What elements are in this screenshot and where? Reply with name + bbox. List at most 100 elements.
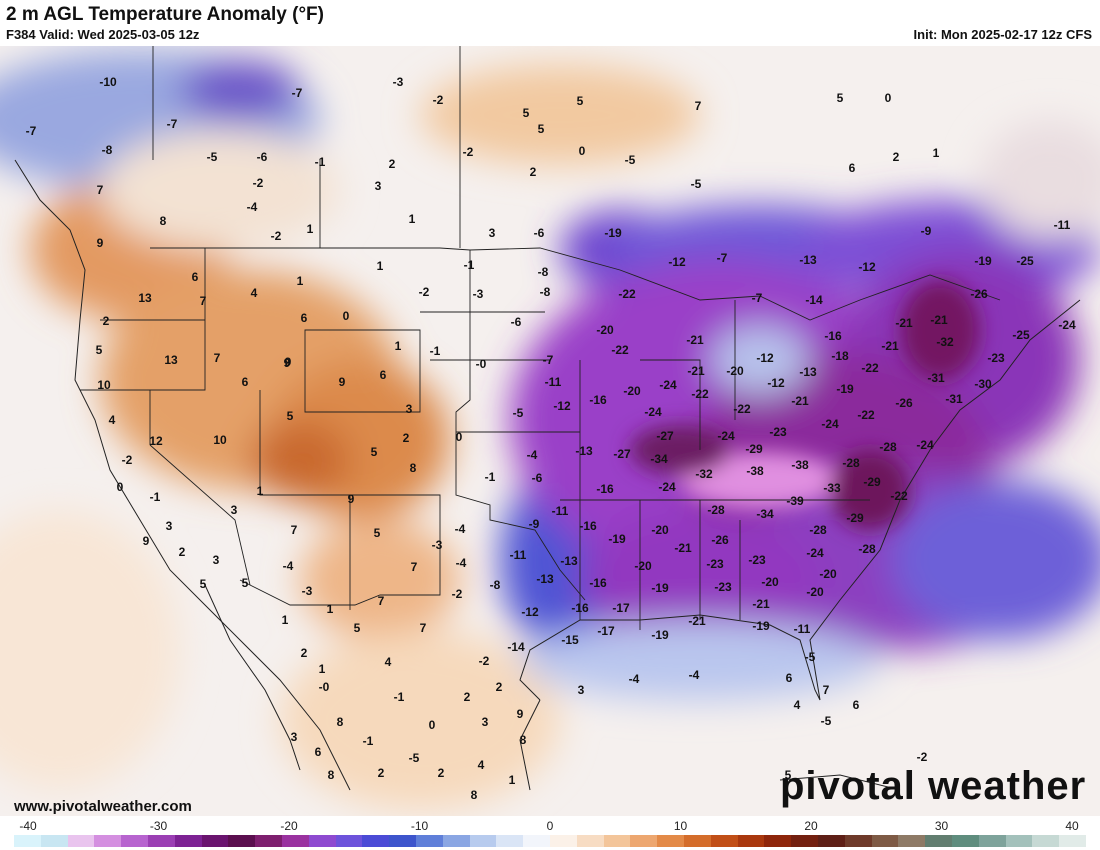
- anomaly-value-label: 8: [471, 788, 478, 802]
- color-scale-swatch: [1005, 835, 1033, 847]
- anomaly-value-label: -19: [836, 382, 854, 396]
- website-url[interactable]: www.pivotalweather.com: [14, 798, 192, 815]
- color-scale-swatch: [121, 835, 149, 847]
- anomaly-value-label: -19: [651, 581, 669, 595]
- map-canvas: -10-7 -7-7-8 -5 -6-2-4-2 1-1-3-22313-225550-…: [0, 46, 1100, 816]
- color-scale-swatch: [67, 835, 95, 847]
- anomaly-value-label: 1: [509, 773, 516, 787]
- anomaly-value-label: -31: [927, 371, 945, 385]
- color-scale-tick-label: 20: [804, 819, 818, 833]
- anomaly-value-label: 1: [395, 339, 402, 353]
- anomaly-value-label: 7: [97, 183, 104, 197]
- map-title: 2 m AGL Temperature Anomaly (°F): [6, 4, 324, 25]
- anomaly-value-label: -12: [521, 605, 539, 619]
- color-scale-swatch: [362, 835, 390, 847]
- anomaly-value-label: -2: [419, 285, 430, 299]
- anomaly-value-label: -6: [511, 315, 522, 329]
- anomaly-value-label: 1: [377, 259, 384, 273]
- anomaly-value-label: -5: [691, 177, 702, 191]
- anomaly-value-label: -25: [1016, 254, 1034, 268]
- color-scale-tick-label: -10: [410, 819, 429, 833]
- anomaly-value-label: -21: [687, 364, 705, 378]
- anomaly-value-label: 2: [389, 157, 396, 171]
- anomaly-value-label: -5: [821, 714, 832, 728]
- color-scale-swatch: [94, 835, 122, 847]
- color-scale-tick-label: 30: [934, 819, 949, 833]
- anomaly-value-label: -8: [540, 285, 551, 299]
- anomaly-value-label: -21: [752, 597, 770, 611]
- color-scale-swatch: [255, 835, 283, 847]
- anomaly-value-label: -20: [634, 559, 652, 573]
- anomaly-value-label: -24: [644, 405, 662, 419]
- anomaly-value-label: 9: [97, 236, 104, 250]
- anomaly-value-label: 6: [242, 375, 249, 389]
- anomaly-value-label: -28: [842, 456, 860, 470]
- anomaly-value-label: 9: [348, 492, 355, 506]
- anomaly-value-label: -11: [545, 375, 562, 389]
- color-scale-swatch: [791, 835, 819, 847]
- anomaly-value-labels: -10-7 -7-7-8 -5 -6-2-4-2 1-1-3-22313-225550-…: [26, 75, 1076, 802]
- anomaly-value-label: 1: [257, 484, 264, 498]
- anomaly-value-label: -24: [821, 417, 839, 431]
- anomaly-value-label: 3: [291, 730, 298, 744]
- color-scale-swatch: [469, 835, 497, 847]
- anomaly-value-label: -20: [623, 384, 641, 398]
- anomaly-value-label: -27: [613, 447, 631, 461]
- anomaly-value-label: -34: [650, 452, 668, 466]
- anomaly-value-label: 9: [143, 534, 150, 548]
- anomaly-value-label: 7: [291, 523, 298, 537]
- coastlines: [14, 159, 1081, 791]
- anomaly-value-label: -26: [970, 287, 988, 301]
- anomaly-value-label: -1: [430, 344, 441, 358]
- anomaly-value-label: -4: [456, 556, 467, 570]
- color-scale-swatch: [630, 835, 658, 847]
- anomaly-value-label: -19: [752, 619, 770, 633]
- anomaly-shading: [0, 50, 1100, 810]
- anomaly-value-label: 5: [96, 343, 103, 357]
- anomaly-value-label: -2: [253, 176, 264, 190]
- anomaly-value-label: 3: [489, 226, 496, 240]
- anomaly-value-label: -11: [794, 622, 811, 636]
- anomaly-value-label: 12: [149, 434, 163, 448]
- anomaly-value-label: -16: [589, 393, 607, 407]
- anomaly-value-label: -13: [799, 253, 817, 267]
- anomaly-value-label: -5: [409, 751, 420, 765]
- anomaly-value-label: 4: [385, 655, 392, 669]
- color-scale-tick-label: 10: [673, 819, 688, 833]
- anomaly-value-label: -23: [748, 553, 766, 567]
- anomaly-value-label: -5: [207, 150, 218, 164]
- anomaly-value-label: -19: [608, 532, 626, 546]
- anomaly-value-label: -16: [596, 482, 614, 496]
- color-scale-swatch: [496, 835, 524, 847]
- anomaly-value-label: -21: [895, 316, 913, 330]
- anomaly-value-label: -13: [536, 572, 554, 586]
- anomaly-value-label: 0: [579, 144, 586, 158]
- anomaly-value-label: 7: [378, 594, 385, 608]
- anomaly-value-label: -3: [302, 584, 313, 598]
- anomaly-value-label: -23: [987, 351, 1005, 365]
- color-scale-swatch: [764, 835, 792, 847]
- anomaly-value-label: 2: [103, 314, 110, 328]
- anomaly-value-label: -22: [890, 489, 908, 503]
- anomaly-value-label: 5: [785, 768, 792, 782]
- anomaly-value-label: -1: [394, 690, 405, 704]
- anomaly-value-label: 5: [354, 621, 361, 635]
- color-scale-swatch: [844, 835, 873, 847]
- color-scale-swatch: [550, 835, 578, 847]
- anomaly-value-label: -20: [819, 567, 837, 581]
- anomaly-value-label: -8: [490, 578, 501, 592]
- color-scale-tick-label: -20: [280, 819, 298, 833]
- anomaly-value-label: -7: [167, 117, 178, 131]
- anomaly-value-label: 2: [179, 545, 186, 559]
- anomaly-value-label: 2: [438, 766, 445, 780]
- color-scale-swatch: [308, 835, 337, 847]
- anomaly-value-label: -14: [805, 293, 823, 307]
- anomaly-value-label: -5: [513, 406, 524, 420]
- anomaly-value-label: 1: [933, 146, 940, 160]
- color-scale-swatch: [14, 835, 42, 847]
- anomaly-value-label: 5: [374, 526, 381, 540]
- anomaly-value-label: -21: [791, 394, 809, 408]
- anomaly-value-label: -8: [538, 265, 549, 279]
- anomaly-value-label: -19: [651, 628, 669, 642]
- anomaly-value-label: 10: [213, 433, 227, 447]
